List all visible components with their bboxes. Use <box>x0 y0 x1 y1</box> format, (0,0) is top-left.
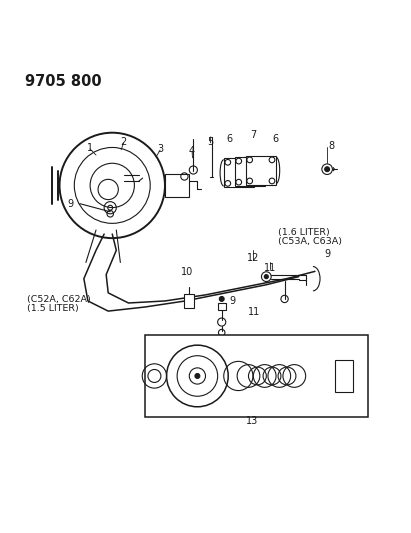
Text: (1.5 LITER): (1.5 LITER) <box>27 304 79 313</box>
Text: (C52A, C62A): (C52A, C62A) <box>27 295 91 304</box>
Text: 10: 10 <box>181 267 194 277</box>
Text: 13: 13 <box>246 416 258 426</box>
Bar <box>246 156 276 185</box>
Text: 6: 6 <box>227 134 233 144</box>
Bar <box>224 158 254 188</box>
Text: 3: 3 <box>157 144 163 154</box>
Text: 11: 11 <box>264 263 277 273</box>
Text: (1.6 LITER): (1.6 LITER) <box>279 228 330 237</box>
Bar <box>185 294 194 308</box>
Text: 9: 9 <box>230 296 236 306</box>
Bar <box>165 174 189 197</box>
Text: 9: 9 <box>324 248 330 259</box>
Circle shape <box>325 167 330 172</box>
Bar <box>235 157 265 186</box>
Text: 2: 2 <box>120 136 127 147</box>
Text: 9: 9 <box>68 199 74 209</box>
Bar <box>145 335 368 416</box>
Text: 11: 11 <box>248 307 260 317</box>
Circle shape <box>264 274 268 279</box>
Text: 4: 4 <box>189 146 195 156</box>
Circle shape <box>195 374 200 378</box>
Text: 9705 800: 9705 800 <box>25 74 102 89</box>
Text: 1: 1 <box>87 143 93 153</box>
Text: 7: 7 <box>250 130 256 140</box>
Text: 5: 5 <box>207 136 213 147</box>
Text: 8: 8 <box>328 141 334 151</box>
Text: 6: 6 <box>272 134 278 144</box>
Text: 12: 12 <box>247 253 259 263</box>
Bar <box>335 360 353 392</box>
Circle shape <box>219 296 224 301</box>
Text: (C53A, C63A): (C53A, C63A) <box>279 237 342 246</box>
Bar <box>218 303 226 310</box>
